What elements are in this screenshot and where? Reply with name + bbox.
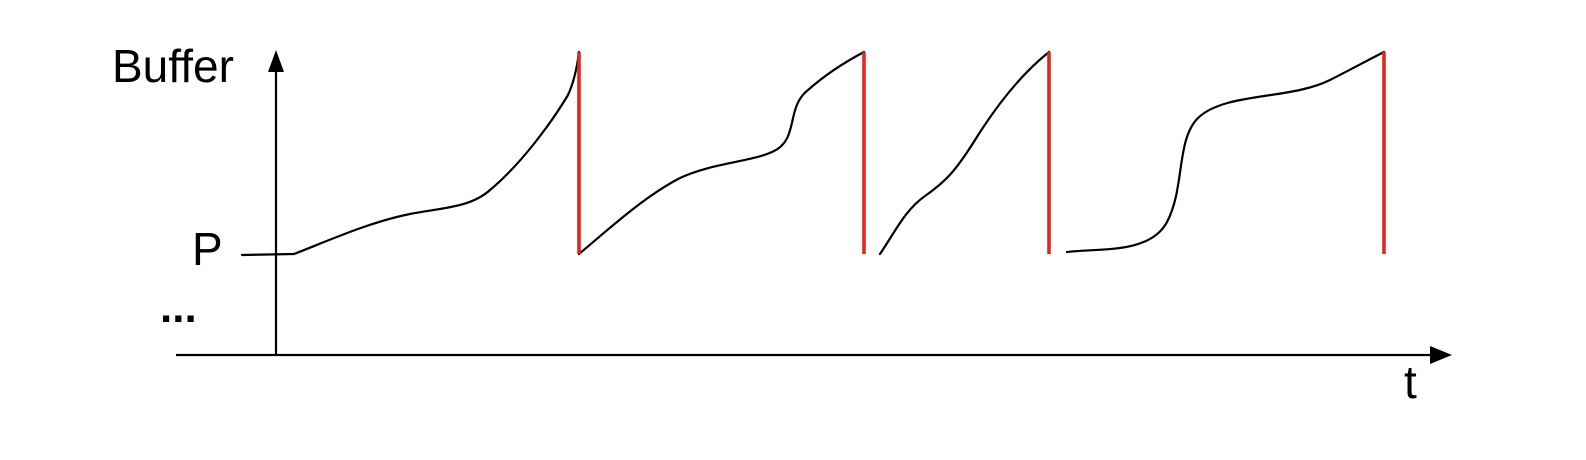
y-axis-arrowhead	[268, 50, 284, 72]
level-marker-label: P	[192, 223, 223, 275]
buffer-fill-curve-1	[292, 50, 581, 256]
level-marker-line	[240, 252, 296, 257]
axes	[176, 50, 1452, 364]
buffer-fill-curve-3	[878, 50, 1051, 256]
ellipsis-label: ...	[160, 283, 197, 332]
buffer-curves	[292, 50, 1386, 256]
y-axis-label: Buffer	[112, 40, 234, 92]
x-axis-arrowhead	[1430, 346, 1452, 364]
x-axis-label: t	[1404, 356, 1417, 408]
buffer-drops	[577, 52, 1386, 254]
buffer-fill-curve-2	[577, 50, 866, 256]
buffer-fill-curve-4	[1065, 50, 1386, 254]
